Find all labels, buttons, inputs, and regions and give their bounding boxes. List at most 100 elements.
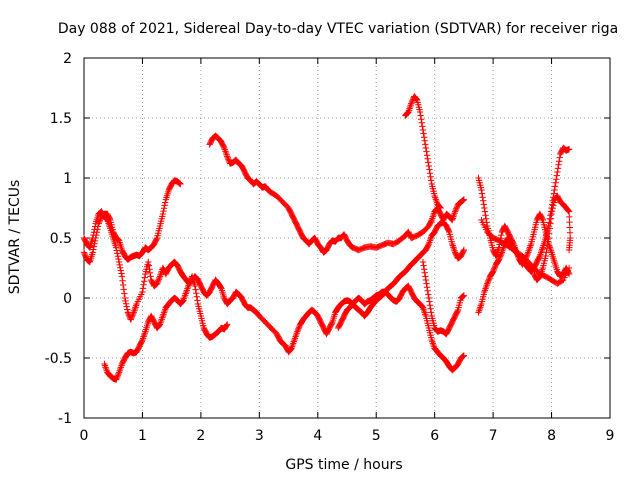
data-point (140, 278, 148, 285)
data-point (546, 219, 553, 226)
data-point (551, 186, 558, 194)
data-point (160, 205, 168, 212)
data-point (146, 269, 154, 276)
data-point (544, 242, 551, 249)
data-point (82, 253, 89, 260)
data-point (482, 215, 490, 222)
data-point (478, 190, 486, 197)
data-point (92, 234, 99, 242)
data-point (550, 202, 557, 209)
data-point (122, 297, 129, 305)
data-point (425, 159, 432, 166)
data-point (224, 154, 231, 162)
data-point (426, 166, 433, 173)
data-point (140, 281, 147, 288)
data-point (97, 216, 104, 223)
data-point (420, 262, 427, 269)
data-point (495, 256, 503, 263)
data-point (539, 215, 546, 222)
data-point (491, 264, 499, 271)
x-tick-label: 6 (430, 428, 439, 444)
data-point (155, 276, 163, 283)
data-point (460, 196, 468, 203)
series-4 (206, 132, 468, 256)
data-point (427, 177, 435, 184)
data-point (94, 226, 101, 233)
series-5 (402, 93, 444, 212)
data-point (90, 243, 98, 250)
data-point (419, 258, 427, 266)
data-point (153, 236, 160, 243)
x-tick-label: 8 (547, 428, 556, 444)
data-point (451, 208, 459, 215)
data-point (420, 134, 428, 141)
data-point (427, 218, 435, 225)
data-point (114, 372, 122, 379)
x-tick-label: 7 (489, 428, 498, 444)
data-point (545, 234, 552, 242)
data-point (491, 265, 498, 272)
y-tick-label: -1 (58, 411, 72, 427)
data-point (427, 173, 434, 180)
x-tick-label: 9 (606, 428, 615, 444)
data-point (544, 238, 552, 245)
series-11 (530, 192, 574, 284)
data-point (422, 273, 429, 280)
data-point (217, 284, 224, 291)
data-point (424, 155, 431, 162)
data-point (124, 306, 131, 313)
data-point (452, 206, 459, 214)
data-point (565, 264, 573, 272)
data-point (546, 230, 553, 237)
x-tick-label: 1 (138, 428, 147, 444)
data-point (80, 249, 88, 256)
data-point (426, 170, 434, 177)
data-point (423, 152, 431, 159)
data-point (478, 186, 485, 194)
data-point (425, 291, 432, 298)
data-point (128, 314, 135, 322)
data-point (453, 204, 461, 211)
x-tick-label: 3 (255, 428, 264, 444)
data-point (91, 237, 99, 245)
data-point (418, 116, 425, 123)
data-point (418, 119, 426, 126)
data-point (409, 97, 416, 104)
data-point (419, 123, 426, 130)
data-point (118, 273, 126, 280)
data-point (555, 161, 562, 168)
data-point (553, 172, 561, 179)
x-tick-label: 5 (372, 428, 381, 444)
data-points (80, 93, 574, 383)
data-point (193, 293, 200, 300)
data-point (423, 284, 431, 291)
data-point (426, 298, 433, 305)
data-point (479, 194, 486, 201)
data-point (121, 294, 129, 302)
y-tick-label: 2 (63, 51, 72, 67)
tick-labels: 0 1 2 3 4 5 6 7 8 9 -1 -0.5 0 0.5 1 1.5 2 (45, 51, 615, 444)
data-point (117, 264, 124, 271)
data-point (412, 95, 420, 102)
data-point (480, 201, 487, 208)
data-point (159, 210, 167, 218)
x-tick-label: 2 (196, 428, 205, 444)
data-point (116, 261, 123, 269)
data-point (437, 204, 444, 212)
data-point (484, 280, 491, 287)
data-point (124, 309, 132, 316)
data-point (147, 273, 154, 280)
data-point (427, 309, 435, 316)
data-point (423, 280, 430, 287)
y-tick-label: 0.5 (50, 231, 72, 247)
data-point (138, 338, 146, 345)
data-point (422, 276, 430, 284)
data-point (93, 229, 101, 236)
data-point (498, 231, 505, 239)
data-point (417, 112, 424, 119)
data-point (139, 288, 146, 296)
data-point (425, 294, 433, 302)
data-point (453, 205, 460, 212)
data-point (423, 148, 430, 155)
data-point (118, 270, 125, 277)
